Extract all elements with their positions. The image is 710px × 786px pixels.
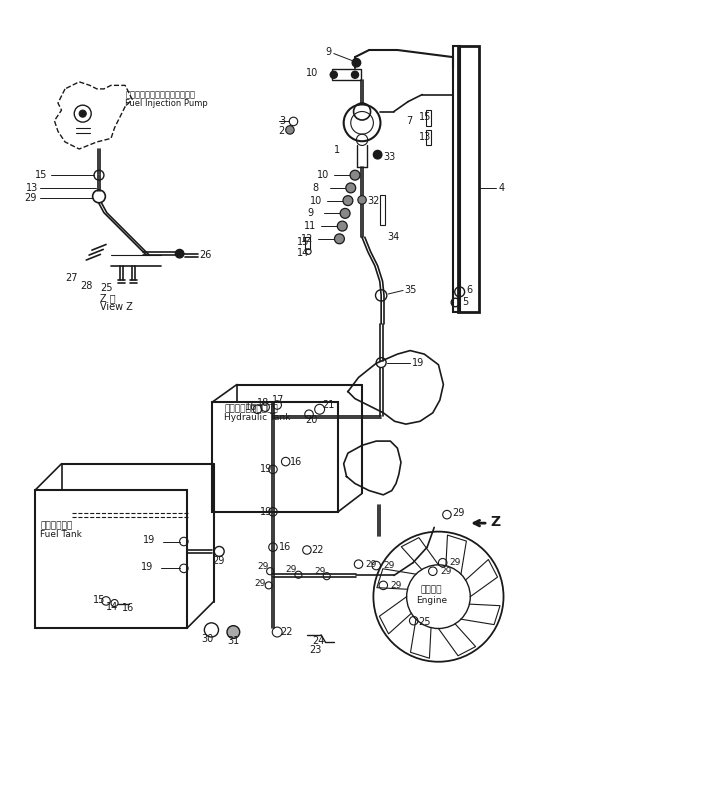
Text: 16: 16 <box>121 603 134 613</box>
Bar <box>457 46 479 312</box>
Text: 3: 3 <box>279 116 285 127</box>
Text: 15: 15 <box>297 237 310 247</box>
Text: 19: 19 <box>412 358 424 368</box>
Circle shape <box>340 208 350 219</box>
Text: 29: 29 <box>285 565 297 575</box>
Text: Fuel Injection Pump: Fuel Injection Pump <box>125 98 208 108</box>
Text: 19: 19 <box>141 562 153 572</box>
Text: 12: 12 <box>301 233 314 244</box>
Text: 17: 17 <box>272 395 285 405</box>
Text: 28: 28 <box>81 281 93 291</box>
Text: View Z: View Z <box>100 302 133 312</box>
Text: 13: 13 <box>26 183 38 193</box>
Bar <box>426 130 432 145</box>
Text: エンジン: エンジン <box>420 585 442 594</box>
Circle shape <box>346 183 356 193</box>
Bar <box>36 490 187 628</box>
Text: 1: 1 <box>334 145 340 156</box>
Text: 10: 10 <box>317 171 329 180</box>
Text: 10: 10 <box>310 196 322 206</box>
Text: 29: 29 <box>383 561 395 570</box>
Text: 29: 29 <box>212 556 224 567</box>
Text: 2: 2 <box>278 127 285 136</box>
Text: フェルタンク: フェルタンク <box>40 521 72 531</box>
Text: 22: 22 <box>311 545 324 555</box>
Text: 11: 11 <box>304 221 317 231</box>
Text: 27: 27 <box>65 274 77 284</box>
Text: 19: 19 <box>261 465 273 475</box>
Text: Engine: Engine <box>416 596 447 604</box>
Circle shape <box>352 58 361 67</box>
Text: 16: 16 <box>278 542 291 553</box>
Text: 14: 14 <box>297 248 310 258</box>
Text: 26: 26 <box>200 250 212 260</box>
Text: Hydraulic Tank: Hydraulic Tank <box>224 413 290 421</box>
Text: 32: 32 <box>368 196 380 207</box>
Circle shape <box>351 72 359 79</box>
Text: 31: 31 <box>228 636 240 645</box>
Bar <box>332 69 361 79</box>
Text: 33: 33 <box>383 152 395 162</box>
Circle shape <box>330 72 337 79</box>
Circle shape <box>334 234 344 244</box>
Circle shape <box>227 626 240 638</box>
Text: 25: 25 <box>100 283 113 293</box>
Text: 23: 23 <box>309 645 322 655</box>
Circle shape <box>337 221 347 231</box>
Text: 29: 29 <box>314 567 325 575</box>
Text: 35: 35 <box>405 285 417 296</box>
Text: 9: 9 <box>307 208 313 219</box>
Text: 14: 14 <box>106 601 119 612</box>
Text: 21: 21 <box>322 400 334 410</box>
Text: 16: 16 <box>245 402 257 412</box>
Text: Z: Z <box>491 515 501 529</box>
Text: 29: 29 <box>452 509 465 518</box>
Text: 29: 29 <box>449 558 461 567</box>
Text: 9: 9 <box>325 47 332 57</box>
Text: 22: 22 <box>280 627 293 637</box>
Circle shape <box>343 196 353 206</box>
Text: フェルインジェクションポンプ: フェルインジェクションポンプ <box>125 90 195 99</box>
Circle shape <box>80 110 86 117</box>
Text: 30: 30 <box>201 634 213 644</box>
Text: 20: 20 <box>305 415 318 425</box>
Text: 15: 15 <box>419 112 431 122</box>
Text: 18: 18 <box>258 398 270 408</box>
Circle shape <box>373 150 382 159</box>
Text: 29: 29 <box>391 581 402 590</box>
Bar <box>305 237 310 249</box>
Text: 15: 15 <box>93 594 106 604</box>
Text: 29: 29 <box>255 579 266 589</box>
Text: 13: 13 <box>419 132 431 142</box>
Text: 34: 34 <box>388 233 400 242</box>
Text: 24: 24 <box>312 636 325 645</box>
Text: 29: 29 <box>366 560 377 568</box>
Text: 19: 19 <box>143 535 155 545</box>
Bar <box>380 195 385 225</box>
Text: Z 械: Z 械 <box>100 293 116 303</box>
Circle shape <box>175 249 184 258</box>
Text: 29: 29 <box>24 193 36 203</box>
Bar <box>452 46 459 312</box>
Circle shape <box>285 126 294 134</box>
Bar <box>426 110 432 126</box>
Text: 5: 5 <box>462 297 469 307</box>
Text: 29: 29 <box>440 567 452 575</box>
Text: 8: 8 <box>312 183 319 193</box>
Text: 25: 25 <box>419 617 431 627</box>
Circle shape <box>358 196 366 204</box>
Circle shape <box>350 171 360 180</box>
Bar <box>212 402 338 512</box>
Text: 6: 6 <box>466 285 473 296</box>
Text: 4: 4 <box>498 183 505 193</box>
Text: 16: 16 <box>290 457 302 467</box>
Text: 19: 19 <box>261 507 273 517</box>
Text: ハイドロリックタンク: ハイドロリックタンク <box>224 404 278 413</box>
Text: 7: 7 <box>406 116 413 126</box>
Text: 10: 10 <box>305 68 318 79</box>
Text: 15: 15 <box>36 171 48 180</box>
Text: Fuel Tank: Fuel Tank <box>40 530 82 539</box>
Text: 29: 29 <box>258 562 269 571</box>
